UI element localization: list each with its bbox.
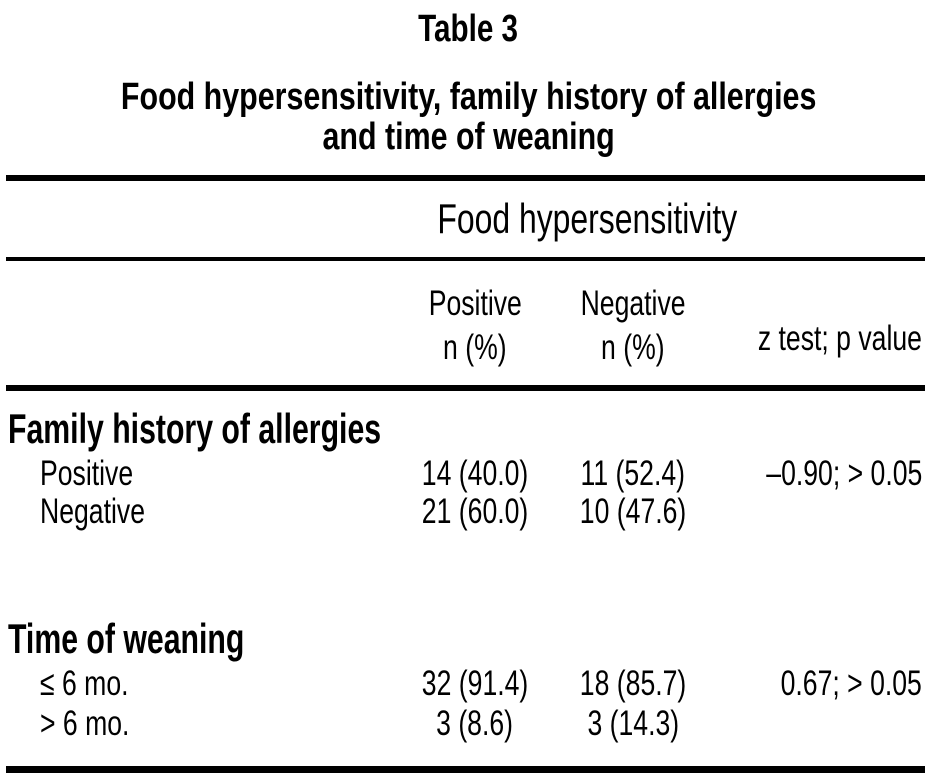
table-title: Food hypersensitivity, family history of… — [0, 77, 937, 157]
column-header-positive: Positive n (%) — [400, 282, 550, 370]
table-row: > 6 mo. 3 (8.6) 3 (14.3) — [0, 704, 937, 744]
row-label-lte-6-mo: ≤ 6 mo. — [40, 664, 129, 703]
value-negative: 10 (47.6) — [579, 492, 687, 531]
value-ztest: 0.67; > 0.05 — [780, 664, 922, 703]
row-label-negative: Negative — [40, 492, 145, 531]
row-label-gt-6-mo: > 6 mo. — [40, 704, 130, 743]
value-negative: 18 (85.7) — [579, 664, 687, 703]
value-ztest: –0.90; > 0.05 — [765, 454, 922, 493]
value-positive: 14 (40.0) — [421, 454, 529, 493]
value-negative: 11 (52.4) — [580, 454, 686, 493]
table-row: Negative 21 (60.0) 10 (47.6) — [0, 492, 937, 532]
section-header-family-history: Family history of allergies — [8, 405, 382, 452]
value-ztest — [700, 492, 922, 532]
column-header-positive-line2: n (%) — [443, 328, 507, 367]
column-header-ztest: z test; p value — [757, 319, 922, 358]
value-positive: 32 (91.4) — [421, 664, 529, 703]
column-header-negative-line2: n (%) — [601, 328, 665, 367]
table-title-line2: and time of weaning — [322, 116, 615, 158]
table-number-text: Table 3 — [418, 8, 519, 50]
spanner-header-food-hypersensitivity: Food hypersensitivity — [437, 195, 738, 242]
column-header-negative: Negative n (%) — [558, 282, 708, 370]
table-row: Positive 14 (40.0) 11 (52.4) –0.90; > 0.… — [0, 454, 937, 494]
section-header-time-of-weaning: Time of weaning — [8, 615, 245, 662]
table-row: ≤ 6 mo. 32 (91.4) 18 (85.7) 0.67; > 0.05 — [0, 664, 937, 704]
column-header-negative-line1: Negative — [580, 284, 686, 323]
bottom-rule — [6, 766, 925, 773]
value-positive: 21 (60.0) — [421, 492, 529, 531]
value-positive: 3 (8.6) — [436, 704, 514, 743]
column-header-positive-line1: Positive — [428, 284, 522, 323]
value-negative: 3 (14.3) — [587, 704, 679, 743]
header-divider-rule — [6, 385, 925, 391]
table-title-line1: Food hypersensitivity, family history of… — [120, 76, 817, 118]
row-label-positive: Positive — [40, 454, 134, 493]
table-number-label: Table 3 — [0, 8, 937, 50]
spanner-divider-rule — [6, 257, 925, 261]
top-rule — [6, 175, 925, 181]
value-ztest — [700, 704, 922, 744]
